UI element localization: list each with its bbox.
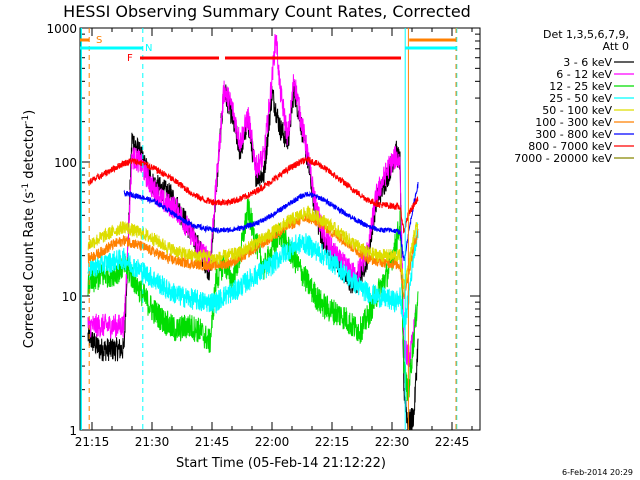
flag-f-label: F	[127, 53, 133, 64]
x-tick-label: 22:00	[255, 435, 290, 449]
x-tick-label: 22:15	[315, 435, 350, 449]
legend-label: 3 - 6 keV	[563, 56, 612, 69]
legend-label: 6 - 12 keV	[556, 68, 612, 81]
series-line-12to25keV	[87, 198, 419, 402]
y-tick-label: 100	[54, 156, 77, 170]
legend-label: 800 - 7000 keV	[528, 140, 612, 153]
plot-area	[87, 33, 419, 431]
flag-n-label: N	[145, 43, 152, 54]
x-tick-label: 21:45	[195, 435, 230, 449]
y-axis-label-sup1: -1	[21, 183, 31, 192]
y-axis-label-part3: )	[22, 110, 37, 115]
y-tick-label: 1	[69, 424, 77, 438]
legend-label: 50 - 100 keV	[542, 104, 612, 117]
legend-label: 100 - 300 keV	[535, 116, 612, 129]
y-axis-label-sup2: -1	[21, 115, 31, 124]
y-tick-label: 1000	[46, 22, 77, 36]
legend-header-line2: Att 0	[603, 40, 629, 53]
legend-header-line1: Det 1,3,5,6,7,9,	[543, 28, 629, 41]
flag-markers: S N F	[80, 28, 458, 430]
series-line-300to800keV	[123, 181, 419, 262]
x-tick-label: 21:30	[135, 435, 170, 449]
legend-label: 12 - 25 keV	[549, 80, 612, 93]
x-axis: 21:15 21:30 21:45 22:00 22:15 22:30 22:45	[75, 28, 473, 449]
chart-title: HESSI Observing Summary Count Rates, Cor…	[63, 2, 471, 21]
legend-label: 300 - 800 keV	[535, 128, 612, 141]
footer-date: 6-Feb-2014 20:29	[562, 468, 633, 477]
y-axis-label: Corrected Count Rate (s-1 detector-1)	[21, 110, 37, 348]
y-axis: 1 10 100 1000	[46, 22, 480, 438]
y-tick-label: 10	[62, 290, 77, 304]
y-axis-label-part2: detector	[22, 123, 37, 183]
y-axis-label-part1: Corrected Count Rate (s	[22, 192, 37, 349]
x-tick-label: 22:45	[435, 435, 470, 449]
x-tick-label: 21:15	[75, 435, 110, 449]
legend-label: 25 - 50 keV	[549, 92, 612, 105]
x-tick-label: 22:30	[375, 435, 410, 449]
plot-frame	[79, 27, 481, 431]
flag-s-label: S	[96, 35, 102, 46]
series-line-25to50keV	[87, 222, 419, 331]
x-axis-label: Start Time (05-Feb-14 21:12:22)	[176, 456, 386, 471]
legend-label: 7000 - 20000 keV	[514, 152, 612, 165]
